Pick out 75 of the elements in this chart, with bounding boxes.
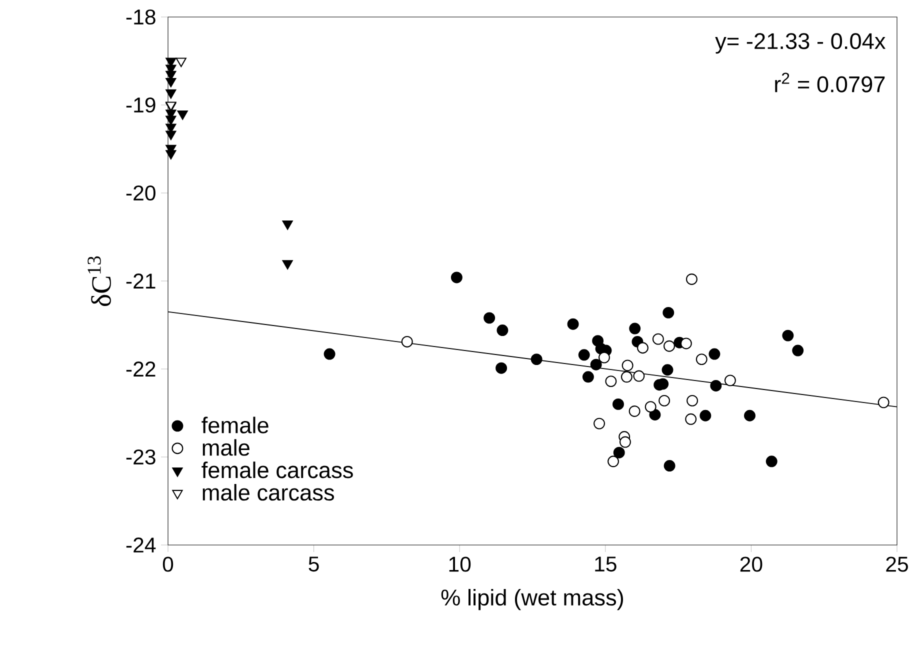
y-tick-label: -18 — [126, 9, 156, 25]
point — [629, 322, 641, 334]
y-tick-label: -22 — [126, 362, 156, 376]
point — [177, 110, 188, 120]
point — [652, 333, 664, 345]
point — [664, 460, 676, 472]
point — [166, 78, 176, 88]
point — [530, 354, 542, 366]
point — [612, 398, 624, 410]
point — [724, 374, 736, 386]
point — [578, 349, 590, 361]
point — [644, 401, 656, 413]
legend-label: male carcass — [202, 484, 334, 501]
point — [633, 370, 645, 382]
point — [744, 410, 756, 422]
point — [594, 418, 606, 430]
point — [613, 446, 625, 458]
point — [636, 342, 648, 354]
point — [484, 312, 496, 324]
point — [324, 348, 336, 360]
point — [696, 354, 708, 366]
point — [628, 405, 640, 417]
point — [686, 273, 698, 285]
point — [282, 220, 293, 230]
point — [401, 336, 413, 348]
legend-label: female — [202, 416, 268, 434]
point — [620, 371, 632, 383]
point — [176, 58, 186, 68]
point — [782, 330, 794, 342]
point — [658, 394, 670, 406]
x-tick-label: 0 — [162, 556, 174, 572]
point — [710, 380, 722, 392]
point — [496, 362, 508, 374]
point — [450, 272, 462, 284]
point — [567, 318, 579, 330]
x-tick-label: 20 — [740, 556, 762, 572]
x-tick-label: 15 — [595, 556, 616, 572]
x-tick-label: 10 — [449, 556, 471, 572]
legend-label: female carcass — [202, 462, 353, 478]
x-axis-title: % lipid (wet mass) — [441, 588, 624, 610]
point — [664, 340, 675, 352]
point — [878, 396, 890, 408]
x-tick-label: 25 — [886, 556, 908, 572]
annotation: y= -21.33 - 0.04x — [715, 33, 886, 54]
point — [496, 324, 508, 336]
y-tick-label: -19 — [126, 97, 156, 113]
x-tick-label: 5 — [308, 556, 319, 572]
y-axis-title: δC$^{13}$ — [88, 256, 111, 306]
point — [619, 436, 631, 448]
y-tick-label: -20 — [126, 185, 156, 201]
point — [166, 116, 176, 126]
point — [662, 364, 674, 376]
point — [590, 358, 602, 370]
point — [700, 410, 712, 422]
point — [662, 306, 674, 318]
point — [608, 456, 620, 468]
legend-label: male — [202, 439, 250, 456]
point — [582, 371, 594, 383]
point — [605, 376, 617, 388]
point — [792, 344, 804, 356]
y-tick-label: -23 — [126, 449, 156, 465]
point — [708, 348, 720, 360]
point — [166, 150, 176, 160]
point — [766, 456, 778, 468]
point — [166, 89, 176, 99]
y-tick-label: -24 — [126, 538, 156, 552]
point — [685, 413, 697, 425]
y-tick-label: -21 — [126, 274, 156, 288]
point — [282, 260, 293, 270]
point — [686, 394, 698, 406]
point — [166, 130, 176, 140]
point — [680, 338, 692, 350]
annotation: r$^{2}$ = 0.0797 — [775, 72, 885, 92]
point — [598, 352, 610, 364]
point — [622, 360, 634, 372]
